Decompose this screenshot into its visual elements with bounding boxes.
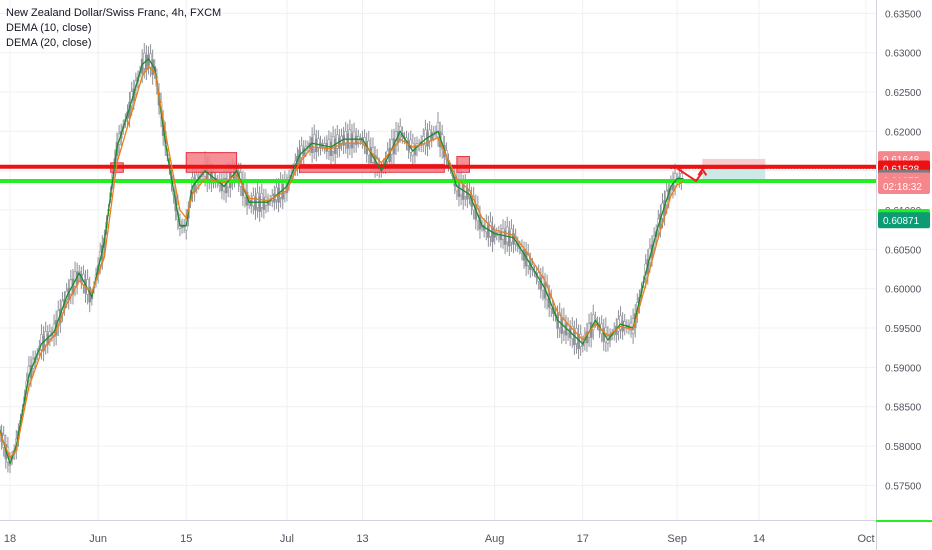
candle-body	[142, 52, 146, 69]
candle-body	[325, 142, 329, 152]
candle-body	[256, 192, 259, 208]
x-tick-label: Aug	[485, 533, 505, 545]
indicator-dema-10[interactable]: DEMA (10, close)	[6, 22, 92, 34]
candle-body	[264, 196, 268, 206]
candle-body	[346, 133, 350, 149]
candle-body	[457, 182, 461, 197]
supply-zone	[185, 152, 238, 173]
indicator-dema-20[interactable]: DEMA (20, close)	[6, 37, 92, 49]
y-tick-label: 0.58000	[885, 442, 922, 453]
chart-legend: New Zealand Dollar/Swiss Franc, 4h, FXCM…	[6, 6, 221, 51]
candle-body	[344, 130, 347, 145]
candle-body	[573, 330, 576, 346]
x-tick-label: 17	[577, 533, 589, 545]
sr-zones	[110, 152, 470, 173]
y-tick-label: 0.59500	[885, 324, 922, 335]
candle-body	[352, 131, 356, 144]
candle-body	[315, 139, 318, 153]
y-tick-label: 0.63000	[885, 49, 922, 60]
candle-body	[145, 55, 148, 71]
candle-body	[350, 133, 354, 149]
y-tick-label: 0.57500	[885, 481, 922, 492]
candle-body	[317, 138, 320, 149]
candle-body	[327, 139, 331, 152]
candle-body	[275, 187, 278, 200]
dema-10-line	[0, 58, 684, 466]
candle-body	[44, 331, 47, 346]
x-tick-label: 14	[753, 533, 765, 545]
candlesticks	[0, 43, 683, 474]
arrow-head	[697, 167, 708, 176]
y-tick-label: 0.62500	[885, 88, 922, 99]
candle-body	[560, 318, 564, 334]
candle-body	[428, 129, 431, 141]
y-tick-label: 0.58500	[885, 403, 922, 414]
candle-body	[436, 121, 440, 138]
price-badge	[878, 178, 930, 195]
candle-body	[338, 137, 341, 149]
projection-path	[676, 167, 704, 183]
candle-body	[487, 224, 490, 238]
price-badge-text: 02:18:32	[883, 182, 922, 193]
candle-body	[621, 320, 624, 332]
y-tick-label: 0.63500	[885, 9, 922, 20]
supply-zone	[456, 156, 470, 173]
candle-body	[510, 228, 513, 243]
x-tick-label: 13	[356, 533, 368, 545]
x-tick-label: 18	[4, 533, 16, 545]
candle-body	[331, 136, 335, 152]
candle-body	[252, 195, 255, 207]
price-badge	[878, 212, 930, 229]
projection-arrow[interactable]	[676, 167, 708, 183]
short-position-tool[interactable]	[702, 158, 766, 181]
y-tick-label: 0.59000	[885, 363, 922, 374]
take-profit-zone	[702, 168, 766, 181]
symbol-title[interactable]: New Zealand Dollar/Swiss Franc, 4h, FXCM	[6, 7, 222, 19]
x-tick-label: Oct	[857, 533, 874, 545]
candle-body	[249, 199, 253, 207]
y-tick-label: 0.60000	[885, 285, 922, 296]
candle-body	[466, 188, 469, 200]
x-tick-label: Sep	[667, 533, 687, 545]
x-axis-labels: 18 Jun 15 Jul 13 Aug 17 Sep 14 Oct	[4, 533, 875, 545]
x-tick-label: Jun	[89, 533, 107, 545]
stop-loss-zone	[702, 158, 766, 169]
price-badge-text: 0.60871	[883, 216, 920, 227]
x-tick-label: 15	[180, 533, 192, 545]
grid-lines	[0, 0, 876, 520]
candle-body	[489, 221, 492, 237]
candle-body	[310, 137, 314, 153]
candle-body	[461, 184, 465, 200]
candle-body	[575, 328, 578, 344]
dema-lines	[0, 58, 684, 466]
y-tick-label: 0.60500	[885, 245, 922, 256]
candle-body	[0, 426, 1, 432]
candle-body	[505, 226, 509, 243]
candle-body	[499, 231, 503, 241]
x-tick-label: Jul	[280, 533, 294, 545]
y-tick-label: 0.62000	[885, 127, 922, 138]
y-axis-labels: 0.635000.630000.625000.620000.615000.610…	[885, 9, 922, 492]
candle-body	[501, 228, 505, 240]
dema-20-line	[0, 65, 684, 460]
horizontal-lines[interactable]	[0, 164, 876, 183]
candle-body	[426, 132, 429, 147]
candle-body	[279, 181, 282, 198]
price-badges: 0.616480.615280.614110.6137502:18:320.60…	[878, 151, 930, 229]
